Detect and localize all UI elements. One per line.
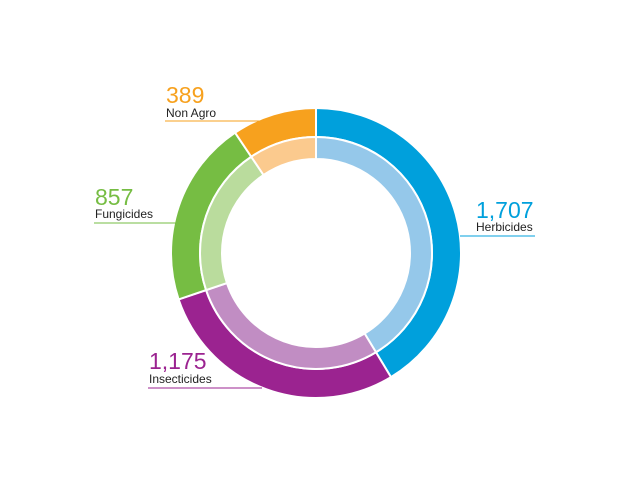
value-label-herbicides: 1,707 [476, 197, 534, 223]
category-label-insecticides: Insecticides [149, 372, 212, 386]
value-label-insecticides: 1,175 [149, 348, 207, 374]
category-label-non-agro: Non Agro [166, 106, 216, 120]
chart-labels: 1,707 Herbicides 1,175 Insecticides 857 … [94, 82, 535, 389]
donut-rings [170, 106, 462, 399]
category-label-fungicides: Fungicides [95, 207, 153, 221]
value-label-non-agro: 389 [166, 82, 204, 108]
category-label-herbicides: Herbicides [476, 220, 533, 234]
value-label-fungicides: 857 [95, 184, 133, 210]
donut-inner-slice-non-agro [249, 135, 317, 177]
